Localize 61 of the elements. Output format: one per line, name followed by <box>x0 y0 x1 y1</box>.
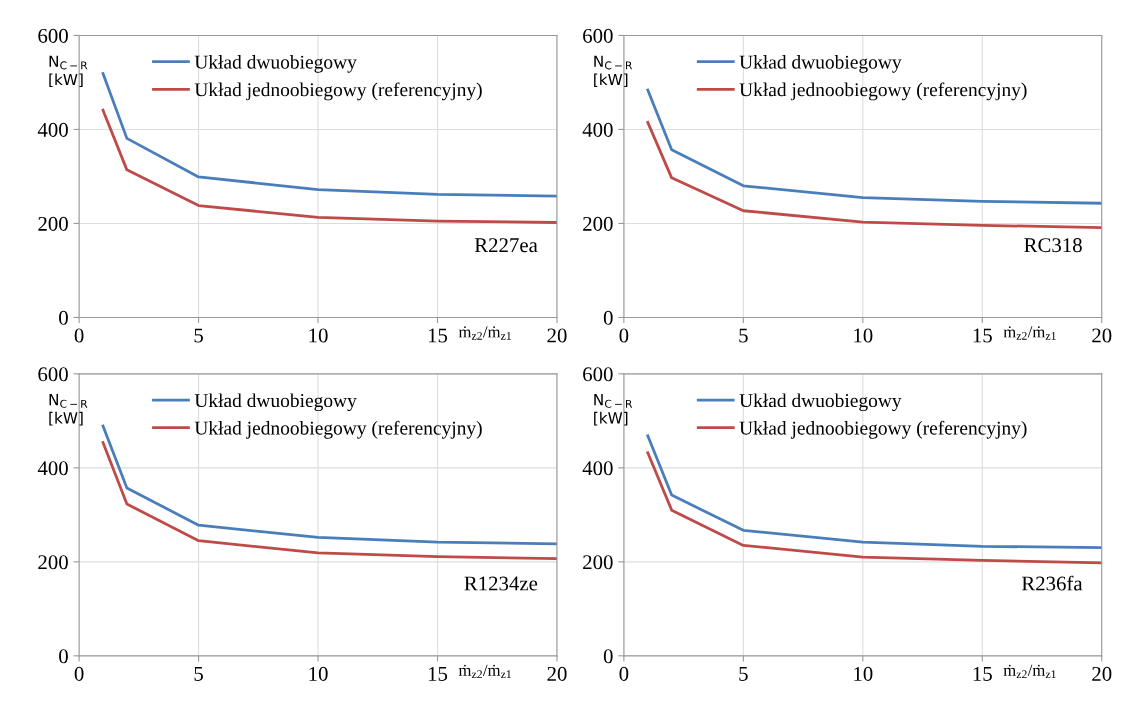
line-series <box>101 72 557 198</box>
x-tick-label: 10 <box>854 328 873 343</box>
x-tick-label: 20 <box>547 328 567 343</box>
legend-label: Układ dwuobiegowy <box>194 393 357 412</box>
y-tick-label: 200 <box>583 555 613 570</box>
x-tick-label: 15 <box>428 328 448 343</box>
line-series <box>101 108 557 224</box>
y-tick-label: 200 <box>583 216 613 231</box>
y-tick-label: 0 <box>59 649 68 664</box>
x-tick-label: 10 <box>309 328 328 343</box>
x-tick-label: 5 <box>194 328 203 343</box>
x-axis-title: ṁ$_{z2}$/ṁ$_{z1}$ <box>1003 326 1056 340</box>
x-tick-label: 0 <box>74 328 84 343</box>
y-tick-label: 400 <box>37 122 68 137</box>
annotation: R236fa <box>1021 575 1083 591</box>
line-series <box>646 121 1102 230</box>
x-tick-label: 10 <box>854 666 873 681</box>
y-tick-label: 0 <box>603 310 613 325</box>
x-axis-title: ṁ$_{z2}$/ṁ$_{z1}$ <box>1003 664 1056 679</box>
x-tick-label: 15 <box>428 666 448 681</box>
legend-label: Układ dwuobiegowy <box>739 55 902 73</box>
y-axis-title: N$_{C−R}$ [kW] <box>594 55 633 88</box>
annotation: RC318 <box>1024 238 1082 253</box>
y-tick-label: 200 <box>38 555 68 570</box>
x-tick-label: 15 <box>973 328 992 343</box>
annotation: R1234ze <box>464 576 538 591</box>
y-tick-label: 0 <box>59 310 68 325</box>
legend-label: Układ jednoobiegowy (referencyjny) <box>194 420 482 439</box>
x-tick-label: 10 <box>309 666 328 681</box>
y-tick-label: 400 <box>582 461 613 476</box>
x-tick-label: 0 <box>74 666 84 681</box>
y-tick-label: 600 <box>38 28 68 43</box>
x-tick-label: 5 <box>739 667 748 681</box>
y-axis-title: N$_{C−R}$ [kW] <box>49 55 88 88</box>
legend-label: Układ dwuobiegowy <box>739 393 902 412</box>
legend-label: Układ jednoobiegowy (referencyjny) <box>194 82 482 101</box>
x-axis-title: ṁ$_{z2}$/ṁ$_{z1}$ <box>458 326 511 340</box>
x-tick-label: 0 <box>619 328 629 343</box>
x-tick-label: 0 <box>619 666 629 681</box>
y-tick-label: 600 <box>583 367 613 382</box>
line-series <box>101 441 557 560</box>
y-tick-label: 0 <box>603 649 613 664</box>
x-tick-label: 20 <box>1092 666 1112 681</box>
y-tick-label: 400 <box>37 461 68 476</box>
y-tick-label: 600 <box>38 367 68 382</box>
x-tick-label: 15 <box>973 666 992 681</box>
line-series <box>646 451 1102 565</box>
y-axis-title: N$_{C−R}$ [kW] <box>594 394 633 426</box>
x-tick-label: 20 <box>547 666 567 681</box>
x-axis-title: ṁ$_{z2}$/ṁ$_{z1}$ <box>458 664 511 679</box>
legend-label: Układ jednoobiegowy (referencyjny) <box>739 82 1027 101</box>
y-tick-label: 600 <box>583 28 613 43</box>
x-tick-label: 5 <box>194 667 203 681</box>
x-tick-label: 20 <box>1092 328 1112 343</box>
y-tick-label: 200 <box>38 216 68 231</box>
x-tick-label: 5 <box>739 328 748 343</box>
y-tick-label: 400 <box>582 122 613 137</box>
annotation: R227ea <box>474 238 538 253</box>
legend-label: Układ dwuobiegowy <box>194 55 357 73</box>
legend-label: Układ jednoobiegowy (referencyjny) <box>739 420 1027 439</box>
y-axis-title: N$_{C−R}$ [kW] <box>49 394 88 426</box>
